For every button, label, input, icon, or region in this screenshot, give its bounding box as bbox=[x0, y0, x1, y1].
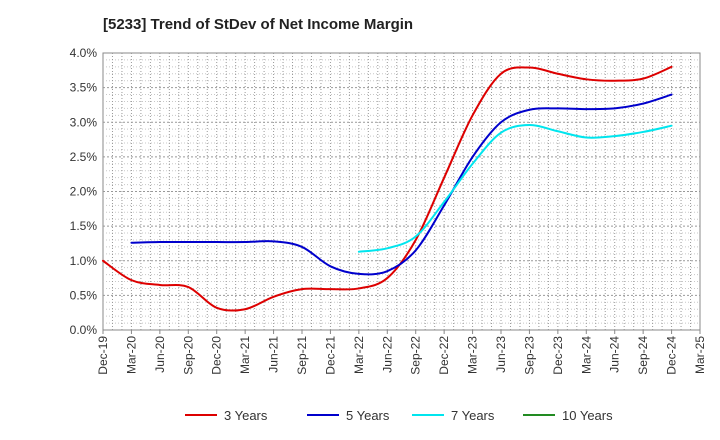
series-lines bbox=[102, 65, 673, 312]
y-tick-label: 4.0% bbox=[70, 46, 98, 60]
x-tick-label: Dec-23 bbox=[551, 336, 565, 375]
x-tick-label: Mar-24 bbox=[579, 336, 593, 374]
x-tick-label: Sep-24 bbox=[636, 336, 650, 375]
x-tick-label: Mar-21 bbox=[238, 336, 252, 374]
y-tick-label: 3.5% bbox=[70, 81, 98, 95]
x-tick-label: Jun-22 bbox=[380, 336, 394, 373]
y-tick-label: 3.0% bbox=[70, 115, 98, 129]
x-tick-label: Dec-22 bbox=[437, 336, 451, 375]
x-tick-label: Sep-20 bbox=[181, 336, 195, 375]
legend-label: 3 Years bbox=[224, 408, 268, 423]
series-line-3 bbox=[357, 124, 673, 253]
series-line-1 bbox=[102, 65, 673, 312]
x-tick-label: Dec-20 bbox=[210, 336, 224, 375]
x-tick-label: Mar-23 bbox=[466, 336, 480, 374]
x-tick-label: Mar-22 bbox=[352, 336, 366, 374]
x-tick-label: Mar-20 bbox=[124, 336, 138, 374]
x-tick-label: Dec-21 bbox=[323, 336, 337, 375]
x-tick-label: Dec-19 bbox=[96, 336, 110, 375]
y-tick-label: 0.5% bbox=[70, 288, 98, 302]
x-tick-label: Jun-20 bbox=[153, 336, 167, 373]
y-tick-label: 2.0% bbox=[70, 185, 98, 199]
y-tick-label: 1.0% bbox=[70, 254, 98, 268]
horizontal-grid bbox=[103, 59, 700, 324]
legend: 3 Years 5 Years 7 Years 10 Years bbox=[185, 408, 613, 423]
chart-title: [5233] Trend of StDev of Net Income Marg… bbox=[103, 16, 413, 33]
legend-label: 7 Years bbox=[451, 408, 495, 423]
legend-label: 10 Years bbox=[562, 408, 613, 423]
y-tick-label: 0.0% bbox=[70, 323, 98, 337]
x-tick-label: Dec-24 bbox=[665, 336, 679, 375]
x-tick-label: Sep-23 bbox=[522, 336, 536, 375]
x-tick-label: Mar-25 bbox=[693, 336, 707, 374]
y-tick-label: 2.5% bbox=[70, 150, 98, 164]
x-tick-label: Sep-22 bbox=[409, 336, 423, 375]
x-tick-label: Jun-24 bbox=[608, 336, 622, 373]
x-tick-label: Jun-21 bbox=[267, 336, 281, 373]
x-axis-ticks: Dec-19 Mar-20 Jun-20 Sep-20 Dec-20 Mar-21 Jun-… bbox=[96, 330, 707, 375]
series-line-2 bbox=[130, 93, 673, 276]
y-tick-label: 1.5% bbox=[70, 219, 98, 233]
vertical-grid bbox=[111, 53, 692, 330]
y-axis-ticks: 0.0% 0.5% 1.0% 1.5% 2.0% 2.5% 3.0% 3.5% 4.0% bbox=[70, 46, 98, 337]
x-tick-label: Jun-23 bbox=[494, 336, 508, 373]
x-tick-label: Sep-21 bbox=[295, 336, 309, 375]
legend-label: 5 Years bbox=[346, 408, 390, 423]
